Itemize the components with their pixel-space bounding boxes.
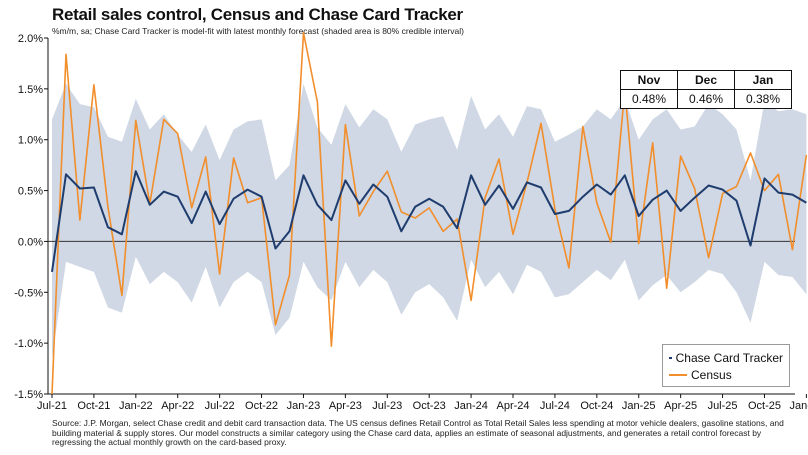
legend-item-chase: Chase Card Tracker (669, 349, 783, 366)
x-tick-label: Apr-24 (496, 400, 529, 412)
x-tick-label: Jul-25 (708, 400, 738, 412)
forecast-value-dec: 0.46% (677, 89, 735, 109)
forecast-value-nov: 0.48% (620, 89, 678, 109)
x-tick-label: Oct-25 (748, 400, 781, 412)
x-tick-label: Oct-23 (413, 400, 446, 412)
x-tick-label: Jul-21 (37, 400, 67, 412)
x-tick-label: Oct-24 (580, 400, 613, 412)
y-tick-label: 0.0% (18, 236, 43, 248)
series-layer (51, 32, 808, 395)
series-line-census (51, 32, 808, 395)
x-tick-label: Jul-24 (540, 400, 570, 412)
credible-interval-band (52, 83, 807, 359)
x-tick-label: Jul-22 (205, 400, 235, 412)
source-note: Source: J.P. Morgan, select Chase credit… (52, 418, 784, 448)
axis-layer: 2.0%1.5%1.0%0.5%0.0%-0.5%-1.0%-1.5%Jul-2… (14, 33, 808, 412)
chart-title: Retail sales control, Census and Chase C… (52, 5, 463, 24)
forecast-header-dec: Dec (677, 70, 735, 90)
credible-interval-layer (52, 83, 807, 359)
x-tick-label: Jan-24 (454, 400, 488, 412)
legend-item-census: Census (669, 366, 783, 383)
y-tick-label: 2.0% (18, 33, 43, 45)
forecast-header-nov: Nov (620, 70, 678, 90)
chart-canvas: 2.0%1.5%1.0%0.5%0.0%-0.5%-1.0%-1.5%Jul-2… (14, 32, 808, 412)
forecast-table-header-row: Nov Dec Jan (620, 70, 792, 90)
forecast-value-jan: 0.38% (734, 89, 792, 109)
x-tick-label: Apr-25 (664, 400, 697, 412)
x-tick-label: Jan-26 (790, 400, 808, 412)
legend-label-census: Census (691, 367, 732, 382)
x-tick-label: Oct-22 (245, 400, 278, 412)
y-tick-label: 0.5% (18, 186, 43, 198)
x-tick-label: Jan-23 (287, 400, 321, 412)
y-tick-label: 1.5% (18, 84, 43, 96)
chart-subtitle: %m/m, sa; Chase Card Tracker is model-fi… (52, 26, 464, 36)
x-tick-label: Oct-21 (77, 400, 110, 412)
legend-swatch-chase (669, 356, 672, 359)
legend-label-chase: Chase Card Tracker (675, 350, 783, 365)
x-tick-label: Apr-23 (329, 400, 362, 412)
legend-swatch-census (669, 373, 687, 376)
forecast-table-value-row: 0.48% 0.46% 0.38% (620, 89, 792, 109)
y-tick-label: -1.5% (14, 389, 43, 401)
y-tick-label: -0.5% (14, 287, 43, 299)
series-line-chase-card-tracker (51, 170, 807, 273)
y-tick-label: -1.0% (14, 338, 43, 350)
forecast-header-jan: Jan (734, 70, 792, 90)
x-tick-label: Jan-25 (622, 400, 656, 412)
x-tick-label: Jul-23 (372, 400, 402, 412)
chart-legend: Chase Card Tracker Census (662, 344, 790, 387)
forecast-table: Nov Dec Jan 0.48% 0.46% 0.38% (620, 70, 792, 109)
x-tick-label: Jan-22 (119, 400, 153, 412)
x-tick-label: Apr-22 (161, 400, 194, 412)
y-tick-label: 1.0% (18, 135, 43, 147)
